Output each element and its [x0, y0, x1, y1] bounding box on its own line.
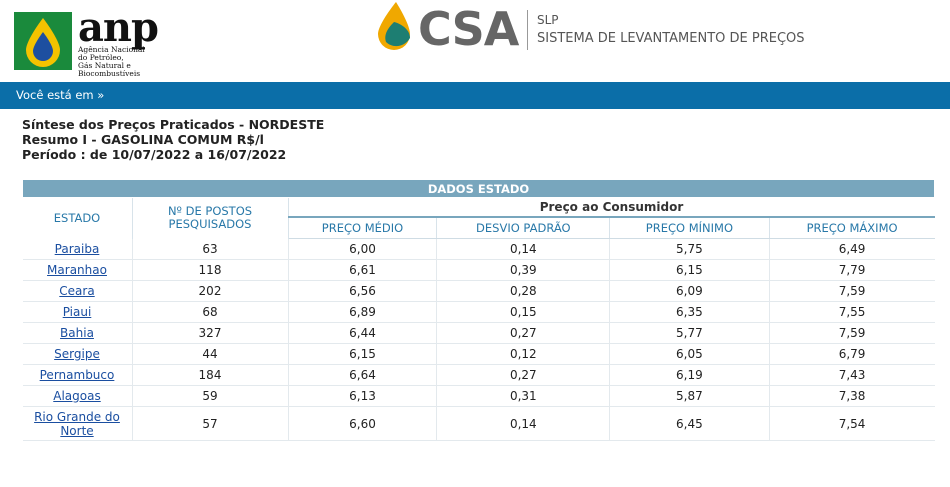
cell-maximo: 7,59	[769, 322, 935, 344]
cell-postos: 202	[132, 280, 289, 302]
breadcrumb: Você está em »	[16, 88, 105, 102]
state-link-alagoas[interactable]: Alagoas	[53, 389, 101, 403]
cell-medio: 6,89	[288, 301, 438, 323]
cell-minimo: 6,19	[609, 364, 770, 386]
table-banner: DADOS ESTADO	[22, 179, 935, 198]
table-row: Bahia 327 6,44 0,27 5,77 7,59	[22, 322, 935, 344]
state-link-piaui[interactable]: Piaui	[62, 305, 92, 319]
report-title: Síntese dos Preços Praticados - NORDESTE	[22, 117, 325, 132]
cell-postos: 327	[132, 322, 289, 344]
cell-postos: 63	[132, 238, 289, 260]
anp-logo[interactable]: anp Agência Nacional do Petróleo, Gás Na…	[14, 4, 179, 78]
cell-maximo: 7,79	[769, 259, 935, 281]
cell-postos: 59	[132, 385, 289, 407]
anp-drop-icon	[14, 12, 72, 70]
cell-minimo: 6,45	[609, 406, 770, 441]
cell-desvio: 0,27	[436, 322, 611, 344]
system-name: SISTEMA DE LEVANTAMENTO DE PREÇOS	[537, 31, 805, 46]
state-link-paraiba[interactable]: Paraiba	[54, 241, 100, 256]
table-row: Paraiba 63 6,00 0,14 5,75 6,49	[22, 238, 935, 260]
col-header-desvio: DESVIO PADRÃO	[436, 217, 611, 239]
cell-postos: 184	[132, 364, 289, 386]
table-row: Rio Grande do Norte 57 6,60 0,14 6,45 7,…	[22, 406, 935, 441]
cell-maximo: 6,49	[769, 238, 935, 260]
cell-desvio: 0,15	[436, 301, 611, 323]
page-header: anp Agência Nacional do Petróleo, Gás Na…	[0, 0, 950, 82]
table-row: Pernambuco 184 6,64 0,27 6,19 7,43	[22, 364, 935, 386]
cell-postos: 57	[132, 406, 289, 441]
cell-minimo: 6,15	[609, 259, 770, 281]
anp-subtitle: Agência Nacional do Petróleo, Gás Natura…	[78, 45, 145, 78]
cell-medio: 6,56	[288, 280, 438, 302]
cell-desvio: 0,39	[436, 259, 611, 281]
col-header-estado: ESTADO	[22, 197, 133, 239]
report-subtitle: Resumo I - GASOLINA COMUM R$/l	[22, 132, 264, 147]
cell-desvio: 0,31	[436, 385, 611, 407]
cell-maximo: 7,55	[769, 301, 935, 323]
cell-maximo: 7,38	[769, 385, 935, 407]
cell-medio: 6,15	[288, 343, 438, 365]
cell-maximo: 7,43	[769, 364, 935, 386]
state-link-pernambuco[interactable]: Pernambuco	[39, 368, 115, 382]
cell-maximo: 6,79	[769, 343, 935, 365]
state-prices-table: DADOS ESTADO ESTADO Nº DE POSTOS PESQUIS…	[22, 179, 935, 441]
cell-minimo: 6,09	[609, 280, 770, 302]
csa-drop-icon	[378, 2, 410, 50]
state-link-maranhao[interactable]: Maranhao	[47, 263, 107, 277]
col-header-maximo: PREÇO MÁXIMO	[769, 217, 935, 239]
table-row: Ceara 202 6,56 0,28 6,09 7,59	[22, 280, 935, 302]
table-row: Maranhao 118 6,61 0,39 6,15 7,79	[22, 259, 935, 281]
state-link-sergipe[interactable]: Sergipe	[54, 347, 100, 361]
report-period: Período : de 10/07/2022 a 16/07/2022	[22, 147, 287, 162]
table-row: Alagoas 59 6,13 0,31 5,87 7,38	[22, 385, 935, 407]
state-link-rio-grande-do-norte[interactable]: Rio Grande do Norte	[34, 409, 120, 438]
cell-postos: 44	[132, 343, 289, 365]
cell-postos: 118	[132, 259, 289, 281]
cell-maximo: 7,54	[769, 406, 935, 441]
cell-desvio: 0,28	[436, 280, 611, 302]
header-divider	[527, 10, 528, 50]
system-code: SLP	[537, 13, 559, 27]
state-link-ceara[interactable]: Ceara	[59, 284, 95, 298]
col-header-medio: PREÇO MÉDIO	[288, 217, 438, 239]
cell-postos: 68	[132, 301, 289, 323]
report-titles: Síntese dos Preços Praticados - NORDESTE…	[22, 117, 324, 162]
cell-medio: 6,61	[288, 259, 438, 281]
state-link-bahia[interactable]: Bahia	[60, 326, 94, 340]
cell-medio: 6,64	[288, 364, 438, 386]
cell-desvio: 0,14	[436, 406, 611, 441]
cell-medio: 6,13	[288, 385, 438, 407]
cell-desvio: 0,12	[436, 343, 611, 365]
cell-minimo: 5,75	[609, 238, 770, 260]
cell-medio: 6,60	[288, 406, 438, 441]
cell-desvio: 0,14	[436, 238, 611, 260]
col-header-minimo: PREÇO MÍNIMO	[609, 217, 770, 239]
csa-wordmark: CSA	[418, 2, 519, 56]
col-group-consumidor: Preço ao Consumidor	[288, 197, 935, 218]
cell-minimo: 6,05	[609, 343, 770, 365]
breadcrumb-bar: Você está em »	[0, 82, 950, 109]
cell-minimo: 5,77	[609, 322, 770, 344]
cell-maximo: 7,59	[769, 280, 935, 302]
anp-wordmark: anp	[78, 4, 159, 51]
table-row: Piaui 68 6,89 0,15 6,35 7,55	[22, 301, 935, 323]
cell-medio: 6,00	[288, 238, 438, 260]
cell-desvio: 0,27	[436, 364, 611, 386]
table-row: Sergipe 44 6,15 0,12 6,05 6,79	[22, 343, 935, 365]
col-header-postos: Nº DE POSTOS PESQUISADOS	[132, 197, 289, 239]
cell-minimo: 6,35	[609, 301, 770, 323]
cell-minimo: 5,87	[609, 385, 770, 407]
cell-medio: 6,44	[288, 322, 438, 344]
